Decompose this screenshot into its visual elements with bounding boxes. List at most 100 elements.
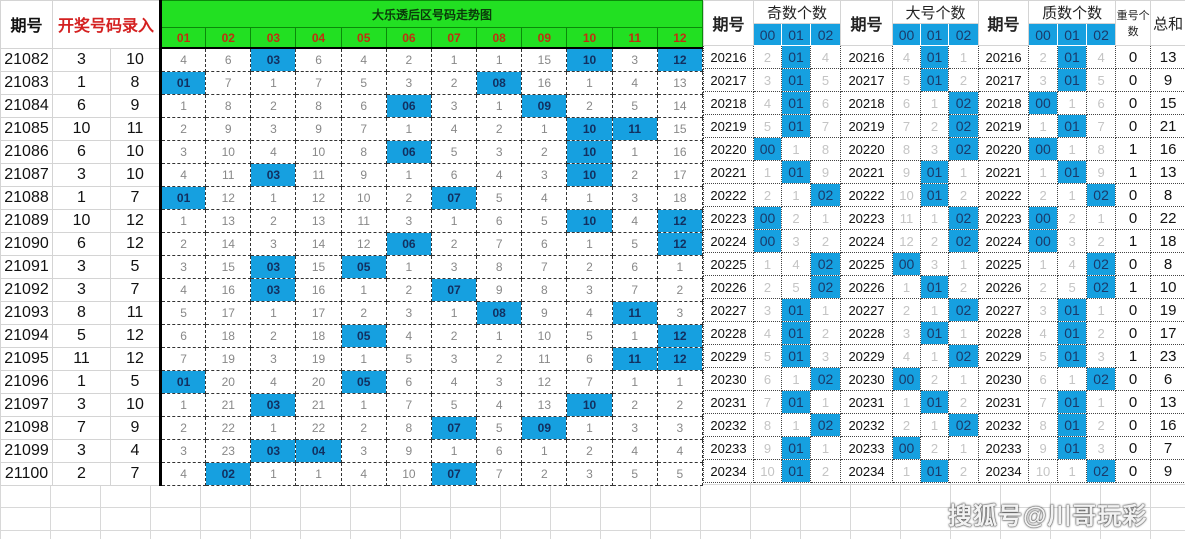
draw-number-2: 10 xyxy=(109,140,162,164)
draw-number-1: 7 xyxy=(52,416,111,440)
miss-count-cell: 1 xyxy=(566,232,613,256)
miss-count-cell: 7 xyxy=(476,232,523,256)
miss-count-cell: 9 xyxy=(385,439,432,463)
big-hit-cell: 00 xyxy=(892,367,922,391)
big-sub-column-01: 01 xyxy=(920,23,950,46)
odd-miss-cell: 1 xyxy=(809,390,842,414)
prime-hit-cell: 01 xyxy=(1057,413,1088,437)
odd-miss-cell: 1 xyxy=(781,183,811,207)
miss-count-cell: 8 xyxy=(295,94,342,118)
big-miss-cell: 1 xyxy=(920,344,950,368)
prime-miss-cell: 2 xyxy=(1086,229,1117,253)
chart-title: 大乐透后区号码走势图 xyxy=(159,0,703,28)
big-miss-cell: 1 xyxy=(948,367,980,391)
big-miss-cell: 1 xyxy=(920,413,950,437)
watermark: 搜狐号@川哥玩彩 xyxy=(948,503,1148,530)
miss-count-cell: 6 xyxy=(566,347,613,371)
big-hit-cell: 00 xyxy=(892,436,922,460)
column-number-12: 12 xyxy=(656,27,704,49)
miss-count-cell: 5 xyxy=(385,347,432,371)
sum-cell: 13 xyxy=(1150,390,1185,414)
period-cell: 20225 xyxy=(703,252,754,276)
prime-miss-cell: 2 xyxy=(1028,275,1059,299)
odd-hit-cell: 01 xyxy=(781,436,811,460)
hit-cell: 11 xyxy=(611,117,658,141)
draw-number-1: 10 xyxy=(52,117,111,141)
repeat-count-cell: 0 xyxy=(1115,252,1152,276)
miss-count-cell: 6 xyxy=(611,255,658,279)
prime-miss-cell: 8 xyxy=(1086,137,1117,161)
period-cell: 20225 xyxy=(978,252,1030,276)
big-miss-cell: 1 xyxy=(948,45,980,69)
prime-hit-cell: 00 xyxy=(1028,229,1059,253)
miss-count-cell: 12 xyxy=(205,186,252,210)
miss-count-cell: 4 xyxy=(159,278,207,302)
prime-miss-cell: 1 xyxy=(1057,91,1088,115)
hit-cell: 11 xyxy=(611,347,658,371)
big-hit-cell: 02 xyxy=(948,298,980,322)
repeat-count-cell: 0 xyxy=(1115,298,1152,322)
big-miss-cell: 6 xyxy=(892,91,922,115)
hit-cell: 01 xyxy=(159,186,207,210)
miss-count-cell: 7 xyxy=(611,278,658,302)
period-header-2: 期号 xyxy=(840,0,894,46)
repeat-count-cell: 0 xyxy=(1115,390,1152,414)
prime-miss-cell: 9 xyxy=(1028,436,1059,460)
period-cell: 20226 xyxy=(840,275,894,299)
period-cell: 20218 xyxy=(840,91,894,115)
draw-number-2: 8 xyxy=(109,71,162,95)
miss-count-cell: 2 xyxy=(566,439,613,463)
prime-hit-cell: 01 xyxy=(1057,436,1088,460)
draw-number-2: 9 xyxy=(109,416,162,440)
miss-count-cell: 16 xyxy=(521,71,568,95)
period-cell: 20220 xyxy=(840,137,894,161)
hit-cell: 02 xyxy=(205,462,252,486)
prime-miss-cell: 5 xyxy=(1028,344,1059,368)
draw-number-2: 11 xyxy=(109,117,162,141)
odd-miss-cell: 7 xyxy=(753,390,782,414)
miss-count-cell: 5 xyxy=(521,209,568,233)
miss-count-cell: 1 xyxy=(476,47,523,72)
draw-number-1: 1 xyxy=(52,370,111,394)
miss-count-cell: 11 xyxy=(295,163,342,187)
odd-hit-cell: 00 xyxy=(753,206,782,230)
repeat-count-cell: 0 xyxy=(1115,459,1152,483)
miss-count-cell: 2 xyxy=(159,232,207,256)
miss-count-cell: 3 xyxy=(385,209,432,233)
miss-count-cell: 1 xyxy=(430,439,478,463)
prime-sub-column-00: 00 xyxy=(1028,23,1059,46)
period-cell: 20229 xyxy=(840,344,894,368)
odd-miss-cell: 1 xyxy=(809,298,842,322)
hit-cell: 10 xyxy=(566,163,613,187)
table-row: 20228 4 01 2 20228 3 01 1 20228 4 01 2 0 17 xyxy=(703,321,1185,345)
draw-number-2: 10 xyxy=(109,393,162,417)
miss-count-cell: 3 xyxy=(656,416,704,440)
miss-count-cell: 8 xyxy=(205,94,252,118)
sum-cell: 18 xyxy=(1150,229,1185,253)
period-cell: 21094 xyxy=(0,324,53,348)
draw-number-1: 1 xyxy=(52,186,111,210)
repeat-count-cell: 0 xyxy=(1115,206,1152,230)
column-number-02: 02 xyxy=(205,27,252,49)
prime-hit-cell: 01 xyxy=(1057,68,1088,92)
sum-cell: 13 xyxy=(1150,45,1185,69)
miss-count-cell: 2 xyxy=(476,117,523,141)
odd-hit-cell: 02 xyxy=(809,252,842,276)
miss-count-cell: 2 xyxy=(656,393,704,417)
table-row: 21093 8 11 5 17 1 17 2 3 1 08 9 4 11 3 xyxy=(0,301,704,325)
sum-cell: 21 xyxy=(1150,114,1185,138)
miss-count-cell: 7 xyxy=(476,462,523,486)
big-miss-cell: 4 xyxy=(892,344,922,368)
miss-count-cell: 2 xyxy=(521,140,568,164)
period-cell: 20233 xyxy=(840,436,894,460)
prime-miss-cell: 1 xyxy=(1057,183,1088,207)
period-cell: 20216 xyxy=(703,45,754,69)
period-cell: 21093 xyxy=(0,301,53,325)
prime-miss-cell: 4 xyxy=(1057,252,1088,276)
miss-count-cell: 6 xyxy=(159,324,207,348)
miss-count-cell: 4 xyxy=(159,47,207,72)
miss-count-cell: 3 xyxy=(476,370,523,394)
hit-cell: 09 xyxy=(521,94,568,118)
period-cell: 20219 xyxy=(703,114,754,138)
prime-miss-cell: 3 xyxy=(1057,229,1088,253)
